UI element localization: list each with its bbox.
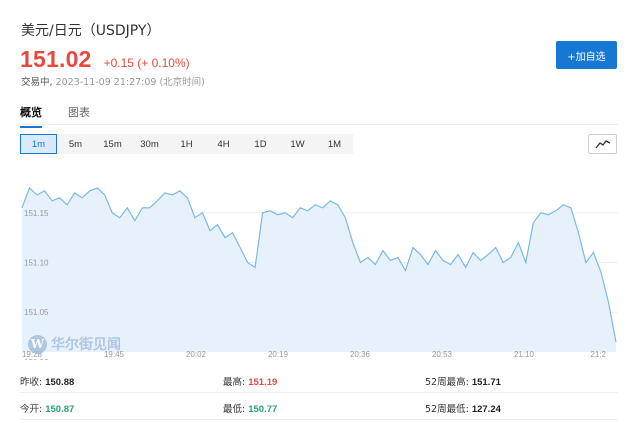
stat-open: 今开: 150.87 xyxy=(20,401,74,415)
period-selector: 1m 5m 15m 30m 1H 4H 1D 1W 1M xyxy=(20,134,353,154)
period-1w[interactable]: 1W xyxy=(290,138,305,150)
x-tick-label: 20:19 xyxy=(268,350,289,359)
y-tick-label: 151.00 xyxy=(24,358,49,360)
x-tick-label: 19:45 xyxy=(104,350,125,359)
period-1d[interactable]: 1D xyxy=(254,138,267,150)
price-area xyxy=(22,187,616,352)
current-price: 151.02 xyxy=(20,46,92,72)
instrument-title: 美元/日元（USDJPY） xyxy=(21,23,161,39)
tab-divider xyxy=(20,124,618,125)
stat-label: 昨收: xyxy=(20,377,43,388)
stat-prev-close: 昨收: 150.88 xyxy=(20,374,74,388)
price-chart[interactable]: 151.15 151.10 151.05 151.0019:28 19:45 20:02 2… xyxy=(20,160,618,360)
add-to-watchlist-button[interactable]: +加自选 xyxy=(556,41,617,69)
stat-label: 今开: xyxy=(20,404,43,415)
stats-table: 昨收: 150.88 最高: 151.19 52周最高: 151.71 今开: … xyxy=(20,366,618,420)
period-1h[interactable]: 1H xyxy=(180,138,193,150)
x-tick-label: 19:28 xyxy=(22,350,43,359)
stat-value: 151.19 xyxy=(248,377,278,388)
stat-low: 最低: 150.77 xyxy=(223,401,277,415)
chart-type-button[interactable] xyxy=(588,134,617,154)
stat-52w-low: 52周最低: 127.24 xyxy=(425,401,501,415)
y-tick-label: 151.05 xyxy=(24,308,49,317)
watermark: W 华尔街见闻 xyxy=(28,334,121,354)
x-tick-label: 20:53 xyxy=(432,350,453,359)
stat-value: 151.71 xyxy=(471,377,501,388)
stat-label: 52周最低: xyxy=(425,404,469,415)
stat-value: 150.87 xyxy=(45,404,75,415)
tab-overview[interactable]: 概览 xyxy=(20,104,42,128)
trading-time: 2023-11-09 21:27:09 (北京时间) xyxy=(55,77,205,88)
stat-high: 最高: 151.19 xyxy=(223,374,277,388)
period-15m[interactable]: 15m xyxy=(103,138,122,150)
watermark-logo-icon: W xyxy=(28,334,47,354)
period-1m[interactable]: 1m xyxy=(20,134,57,154)
x-tick-label: 20:02 xyxy=(186,350,207,359)
stat-value: 150.77 xyxy=(248,404,278,415)
y-tick-label: 151.10 xyxy=(24,258,49,267)
stat-52w-high: 52周最高: 151.71 xyxy=(425,374,501,388)
view-tabs: 概览 图表 xyxy=(20,104,90,128)
period-30m[interactable]: 30m xyxy=(140,138,159,150)
price-line xyxy=(21,186,617,343)
price-change: +0.15 (+ 0.10%) xyxy=(103,56,190,70)
tab-chart[interactable]: 图表 xyxy=(68,106,90,119)
y-tick-label: 151.15 xyxy=(24,209,49,218)
trading-status: 交易中, 2023-11-09 21:27:09 (北京时间) xyxy=(21,74,205,88)
period-4h[interactable]: 4H xyxy=(217,138,230,150)
trading-state: 交易中, xyxy=(21,77,53,88)
line-chart-icon xyxy=(594,140,610,149)
x-tick-label: 21:10 xyxy=(514,350,535,359)
stats-row: 昨收: 150.88 最高: 151.19 52周最高: 151.71 xyxy=(20,366,618,393)
stat-value: 150.88 xyxy=(45,377,75,388)
stats-row: 今开: 150.87 最低: 150.77 52周最低: 127.24 xyxy=(20,393,618,420)
stat-label: 最高: xyxy=(223,377,246,388)
x-tick-label: 21:2 xyxy=(590,350,606,359)
chart-canvas: 151.15 151.10 151.05 151.0019:28 19:45 20:02 2… xyxy=(20,186,618,360)
stat-label: 52周最高: xyxy=(425,377,469,388)
x-tick-label: 20:36 xyxy=(350,350,371,359)
period-1mo[interactable]: 1M xyxy=(327,138,342,150)
watermark-text: 华尔街见闻 xyxy=(51,337,121,353)
stat-label: 最低: xyxy=(223,404,246,415)
price-row: 151.02 +0.15 (+ 0.10%) xyxy=(20,46,190,73)
period-5m[interactable]: 5m xyxy=(68,138,83,150)
stat-value: 127.24 xyxy=(471,404,501,415)
